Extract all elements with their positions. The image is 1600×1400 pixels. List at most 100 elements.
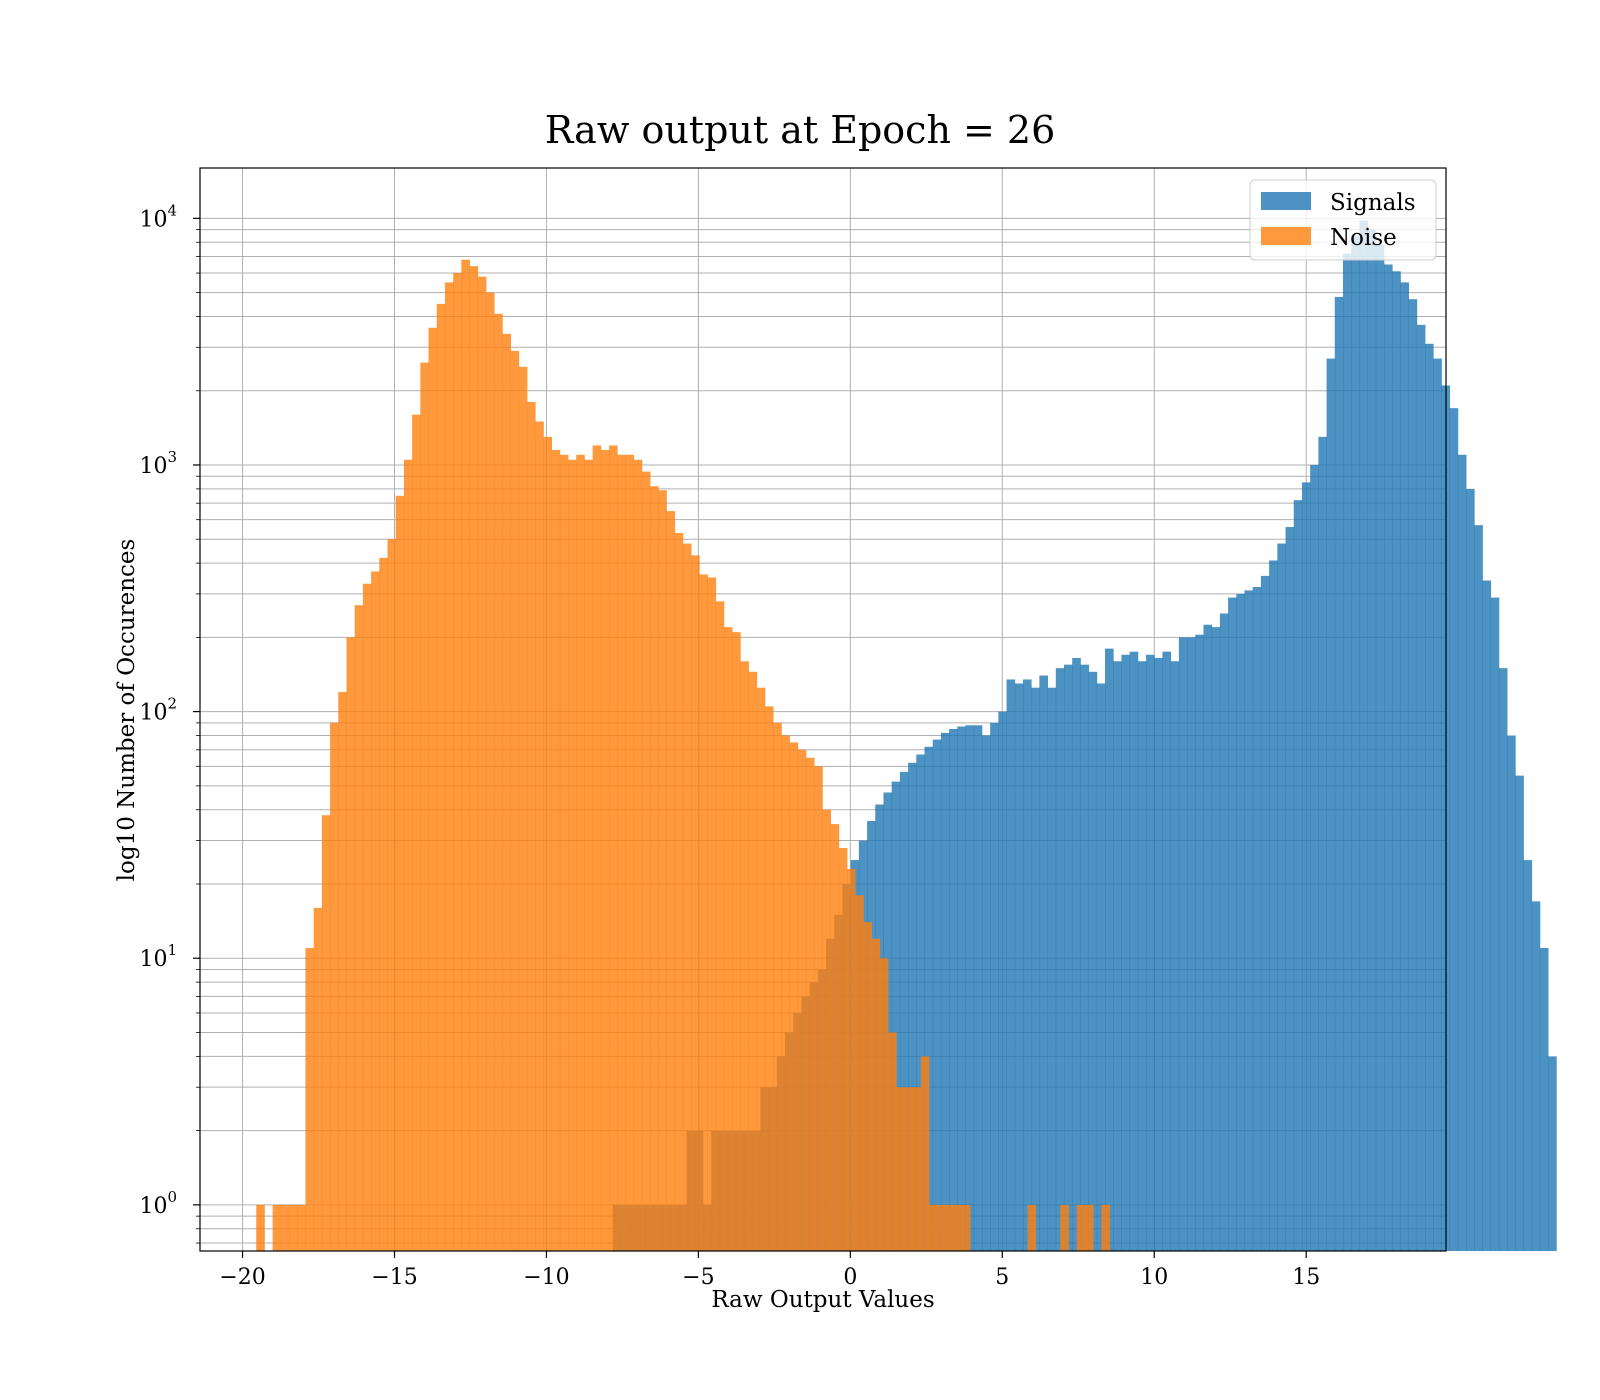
bar-noise <box>502 333 511 1252</box>
bar-signals <box>1285 527 1295 1251</box>
bar-noise <box>781 735 790 1251</box>
bar-noise <box>855 895 864 1251</box>
bar-noise <box>592 445 602 1251</box>
bar-signals <box>1384 264 1393 1251</box>
bar-noise <box>600 450 610 1251</box>
bar-noise <box>272 1204 282 1251</box>
bar-signals <box>1121 654 1131 1251</box>
bar-noise <box>568 459 577 1251</box>
bar-noise <box>625 454 635 1251</box>
bar-noise <box>1060 1204 1069 1251</box>
x-axis-label: Raw Output Values <box>711 1287 934 1313</box>
bar-noise <box>764 706 774 1251</box>
bar-noise <box>830 824 840 1251</box>
bar-noise <box>256 1204 265 1251</box>
bar-noise <box>403 459 413 1251</box>
y-axis-label: log10 Number of Occurences <box>114 539 140 882</box>
bar-signals <box>1113 661 1122 1251</box>
bar-noise <box>789 742 799 1251</box>
bar-signals <box>1105 648 1114 1251</box>
bar-signals <box>1063 664 1073 1251</box>
bar-noise <box>1084 1204 1094 1251</box>
signals-bars <box>612 220 1557 1252</box>
bar-noise <box>879 958 889 1251</box>
bar-noise <box>477 276 487 1252</box>
bar-signals <box>1466 488 1475 1251</box>
bar-signals <box>891 781 901 1251</box>
bar-signals <box>981 735 991 1251</box>
x-tick-label: 0 <box>843 1265 857 1290</box>
bar-noise <box>412 414 421 1251</box>
bar-noise <box>313 907 323 1251</box>
bar-noise <box>371 571 380 1251</box>
noise-bars <box>256 259 1110 1252</box>
bar-signals <box>1080 664 1090 1251</box>
x-tick-label: −20 <box>219 1265 265 1290</box>
bar-noise <box>609 445 618 1251</box>
bar-noise <box>280 1204 290 1251</box>
bar-signals <box>1031 687 1040 1251</box>
bar-signals <box>1022 679 1032 1251</box>
bar-noise <box>633 459 643 1251</box>
y-tick-label: 101 <box>139 941 177 972</box>
bar-signals <box>1310 464 1319 1252</box>
bar-noise <box>740 661 749 1251</box>
bar-noise <box>723 627 733 1251</box>
bar-noise <box>658 490 667 1251</box>
bar-noise <box>1027 1204 1037 1251</box>
bar-signals <box>924 746 934 1251</box>
legend-label-noise: Noise <box>1330 225 1397 251</box>
bar-noise <box>518 366 528 1251</box>
bar-noise <box>847 869 856 1251</box>
x-tick-label: −15 <box>371 1265 417 1290</box>
bar-noise <box>559 454 569 1251</box>
legend: Signals Noise <box>1249 179 1437 261</box>
bar-signals <box>949 729 958 1251</box>
bar-noise <box>461 259 470 1251</box>
bar-noise <box>379 557 388 1251</box>
bar-noise <box>428 327 438 1251</box>
bar-signals <box>1408 299 1418 1251</box>
bar-noise <box>945 1204 955 1251</box>
bar-noise <box>551 450 561 1251</box>
bar-noise <box>707 577 717 1251</box>
bar-noise <box>453 273 462 1251</box>
bar-noise <box>822 809 831 1251</box>
bar-signals <box>1351 235 1360 1251</box>
bar-signals <box>1195 634 1204 1251</box>
bar-signals <box>957 726 966 1251</box>
plot-frame <box>199 167 1447 1252</box>
bar-noise <box>961 1204 971 1251</box>
bar-signals <box>1072 657 1081 1251</box>
bar-noise <box>797 749 807 1251</box>
y-tick-label: 104 <box>139 201 177 232</box>
bar-signals <box>1252 587 1262 1251</box>
bar-noise <box>321 815 331 1251</box>
bar-noise <box>732 632 741 1251</box>
bar-signals <box>973 725 983 1251</box>
bar-signals <box>1539 948 1549 1251</box>
bar-signals <box>1416 324 1426 1251</box>
bar-signals <box>1269 560 1278 1251</box>
bar-signals <box>1277 543 1286 1251</box>
y-axis-ticks: 100 101 102 103 104 <box>139 201 200 1244</box>
bar-noise <box>494 313 503 1251</box>
bar-noise <box>838 847 848 1251</box>
bar-signals <box>932 739 942 1251</box>
bar-signals <box>1515 775 1524 1251</box>
bar-noise <box>814 766 823 1251</box>
bar-signals <box>1203 624 1213 1251</box>
bar-signals <box>1219 613 1229 1251</box>
bar-signals <box>1088 671 1098 1251</box>
bar-noise <box>584 459 594 1251</box>
bar-signals <box>940 732 950 1251</box>
bar-noise <box>444 282 454 1251</box>
bar-noise <box>748 671 758 1251</box>
x-tick-label: 5 <box>995 1265 1009 1290</box>
bar-noise <box>436 303 446 1252</box>
bar-signals <box>1318 436 1327 1251</box>
bar-signals <box>1014 683 1024 1251</box>
bar-noise <box>904 1087 914 1251</box>
x-tick-label: −10 <box>523 1265 569 1290</box>
